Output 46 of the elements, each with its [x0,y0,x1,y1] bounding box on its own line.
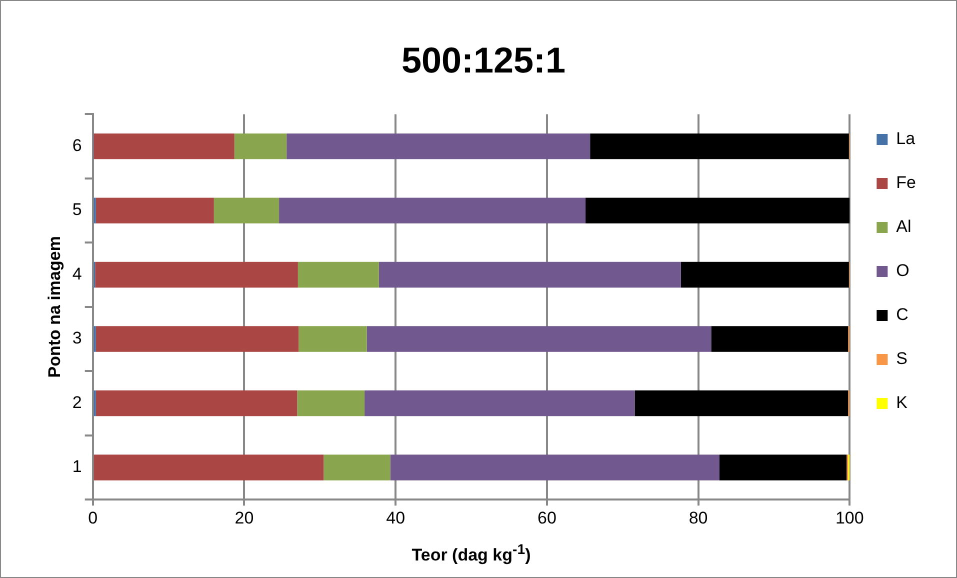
bar [96,390,298,416]
y-tick-label: 1 [72,457,82,476]
legend-label: S [896,349,908,368]
bar [298,326,367,352]
legend-label: K [896,393,908,412]
bar [297,390,365,416]
bar [390,454,720,480]
y-tick-label: 4 [72,264,82,284]
bar [234,133,287,160]
bar [364,390,635,416]
x-axis-title: Teor (dag kg$^{-1}$) [412,542,531,566]
legend-label: O [896,261,910,280]
bar [96,326,299,352]
legend-label: Al [896,217,912,236]
bar [95,262,298,288]
bar [214,198,280,224]
bar [96,198,214,224]
legend-label: La [896,129,916,148]
bar [719,454,847,480]
y-axis-title: Ponto na imagem [44,236,64,378]
y-tick-label: 3 [72,328,82,348]
bar [279,198,586,224]
bar [680,262,849,288]
y-tick-label: 2 [72,392,82,412]
x-tick-label: 60 [537,508,556,528]
legend-label: C [896,305,908,324]
x-tick-label: 80 [688,508,708,528]
bar [324,454,390,480]
bar [94,133,234,160]
bar [286,133,590,160]
bar [590,133,849,160]
y-tick-label: 5 [72,200,82,220]
bar [94,454,324,480]
bar [634,390,848,416]
bar [586,198,850,224]
y-tick-label: 6 [72,136,82,156]
x-tick-label: 40 [386,508,406,528]
x-tick-label: 0 [88,508,98,528]
chart-title: 500:125:1 [401,40,566,81]
x-tick-label: 20 [234,508,254,528]
legend-label: Fe [896,173,916,192]
bar [366,326,712,352]
bar [711,326,848,352]
x-tick-label: 100 [835,508,864,528]
bar [378,262,681,288]
bar [298,262,379,288]
